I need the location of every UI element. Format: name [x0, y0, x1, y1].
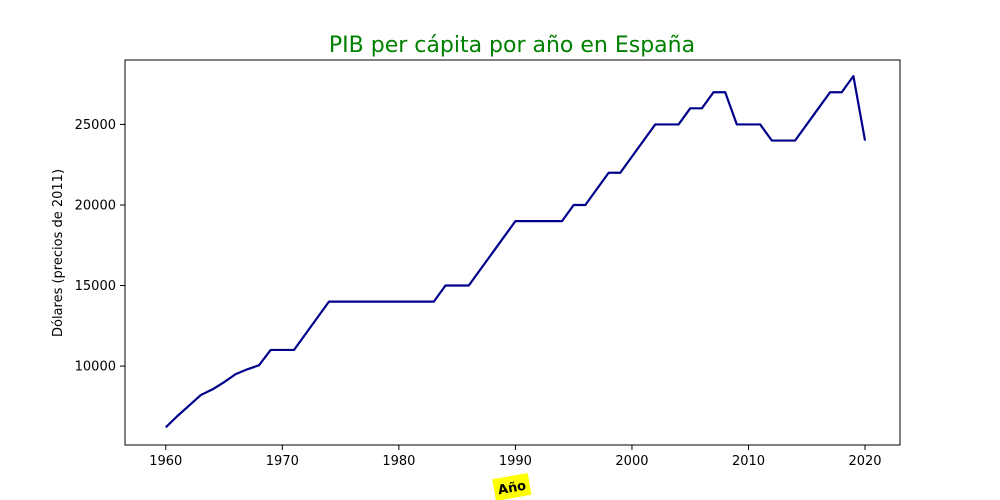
chart-title: PIB per cápita por año en España [329, 33, 695, 58]
x-axis-label: Año [497, 479, 527, 499]
y-axis: 10000 15000 20000 25000 [75, 118, 125, 375]
y-tick-label: 25000 [75, 118, 116, 133]
x-tick-label: 1960 [149, 454, 182, 469]
axes-frame [124, 59, 901, 446]
x-tick-label: 2010 [732, 454, 765, 469]
y-tick-label: 20000 [75, 198, 116, 213]
x-axis: 1960 1970 1980 1990 2000 2010 2020 [149, 445, 882, 469]
x-axis-label-highlight [492, 473, 532, 500]
plot-area [124, 59, 901, 446]
y-tick-label: 10000 [75, 360, 116, 375]
y-tick-label: 15000 [75, 279, 116, 294]
x-axis-label-box: Año [492, 473, 532, 500]
series-line-0 [165, 75, 867, 429]
x-tick-label: 1980 [382, 454, 415, 469]
x-tick-label: 2020 [848, 454, 881, 469]
x-tick-label: 1970 [266, 454, 299, 469]
x-tick-label: 2000 [615, 454, 648, 469]
x-tick-label: 1990 [499, 454, 532, 469]
y-axis-label: Dólares (precios de 2011) [51, 169, 66, 337]
